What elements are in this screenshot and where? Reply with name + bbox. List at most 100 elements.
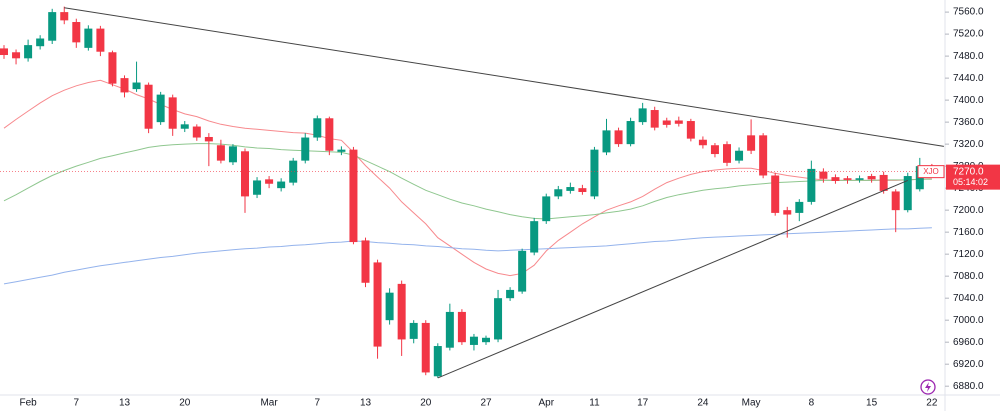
y-tick-label: 7480.0 bbox=[953, 51, 984, 62]
x-tick-label: Apr bbox=[538, 398, 554, 409]
y-tick-label: 7120.0 bbox=[953, 249, 984, 260]
candle-body bbox=[253, 180, 262, 195]
countdown-label: 05:14:02 bbox=[953, 177, 988, 187]
candle bbox=[723, 141, 731, 167]
candle bbox=[72, 18, 81, 48]
candle bbox=[433, 343, 442, 378]
candle bbox=[614, 127, 623, 147]
candle bbox=[626, 117, 635, 147]
x-tick-label: 7 bbox=[74, 398, 80, 409]
candle bbox=[12, 49, 21, 65]
candle bbox=[518, 248, 527, 294]
candle-body bbox=[506, 289, 515, 299]
candle-body bbox=[421, 322, 430, 373]
candle bbox=[421, 320, 430, 376]
candle bbox=[36, 35, 45, 50]
candle bbox=[554, 185, 563, 200]
candle-body bbox=[192, 126, 201, 138]
candle-body bbox=[747, 135, 756, 151]
candle bbox=[530, 217, 539, 256]
candle-body bbox=[867, 176, 876, 180]
candle-body bbox=[120, 78, 129, 93]
candle bbox=[265, 176, 274, 189]
candle-body bbox=[24, 45, 33, 59]
candle bbox=[807, 160, 816, 205]
trend-line bbox=[64, 7, 944, 147]
candle-body bbox=[891, 191, 900, 211]
candle-body bbox=[96, 28, 105, 52]
candle bbox=[289, 157, 298, 186]
candle-body bbox=[289, 160, 298, 183]
candle bbox=[96, 25, 105, 57]
candle-body bbox=[144, 84, 153, 129]
candle bbox=[578, 184, 587, 195]
candle bbox=[24, 39, 33, 62]
price-label: 7270.0 bbox=[953, 166, 984, 177]
alert-icon[interactable] bbox=[920, 379, 936, 395]
symbol-box bbox=[917, 165, 945, 179]
candle-body bbox=[325, 118, 334, 151]
candle bbox=[457, 309, 466, 345]
candle bbox=[879, 171, 888, 194]
candle bbox=[891, 189, 900, 233]
candle bbox=[60, 6, 69, 25]
candle-body bbox=[373, 262, 382, 347]
x-tick-label: 20 bbox=[179, 398, 191, 409]
candle bbox=[795, 199, 804, 222]
candle-body bbox=[457, 311, 466, 343]
candle bbox=[0, 45, 8, 59]
candle bbox=[494, 289, 503, 343]
candle-body bbox=[831, 177, 840, 181]
candle bbox=[783, 206, 792, 238]
moving-average bbox=[3, 79, 932, 277]
x-tick-label: 13 bbox=[119, 398, 131, 409]
candle bbox=[325, 116, 334, 156]
x-tick-label: 15 bbox=[866, 398, 878, 409]
candle bbox=[855, 175, 864, 183]
candle bbox=[168, 94, 177, 136]
candle-body bbox=[698, 139, 707, 146]
candle-body bbox=[650, 110, 659, 128]
candle-body bbox=[807, 168, 816, 202]
candle bbox=[686, 118, 695, 142]
y-tick-label: 7560.0 bbox=[953, 7, 984, 18]
x-tick-label: 8 bbox=[809, 398, 815, 409]
candle bbox=[48, 8, 57, 45]
x-tick-label: 11 bbox=[589, 398, 600, 409]
candle-body bbox=[903, 176, 912, 211]
candle-body bbox=[554, 189, 563, 197]
candle bbox=[180, 121, 189, 133]
candle bbox=[735, 147, 744, 164]
x-tick-label: 17 bbox=[637, 398, 649, 409]
candle-body bbox=[710, 145, 719, 155]
candle bbox=[373, 259, 382, 359]
candle bbox=[542, 193, 551, 224]
moving-average bbox=[3, 227, 932, 285]
candle-body bbox=[265, 179, 274, 184]
candle bbox=[819, 168, 828, 183]
y-tick-label: 7160.0 bbox=[953, 227, 984, 238]
y-tick-label: 6880.0 bbox=[953, 381, 984, 392]
candle-body bbox=[783, 210, 792, 215]
candle-body bbox=[433, 346, 442, 377]
candle-body bbox=[662, 120, 671, 125]
y-tick-label: 7400.0 bbox=[953, 95, 984, 106]
candle bbox=[337, 146, 346, 156]
candle bbox=[590, 146, 599, 200]
candle bbox=[84, 25, 93, 51]
candle-body bbox=[60, 12, 69, 21]
candle-body bbox=[723, 144, 731, 163]
candle-body bbox=[349, 149, 358, 243]
candle bbox=[710, 143, 719, 158]
candle-body bbox=[168, 97, 177, 129]
candle-body bbox=[108, 52, 117, 84]
y-tick-label: 7200.0 bbox=[953, 205, 984, 216]
candle-body bbox=[84, 28, 93, 48]
candle bbox=[132, 61, 141, 92]
moving-average bbox=[3, 143, 932, 220]
candle bbox=[349, 146, 358, 245]
candle-body bbox=[686, 121, 695, 139]
candle-body bbox=[518, 250, 527, 292]
candle-body bbox=[385, 292, 394, 321]
candle-body bbox=[48, 12, 57, 41]
